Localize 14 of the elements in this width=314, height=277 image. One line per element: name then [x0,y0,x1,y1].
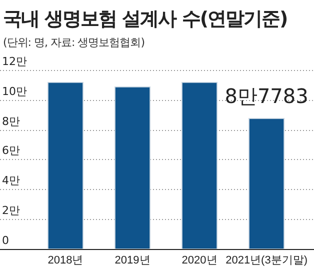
y-tick-label: 10만 [2,84,27,98]
y-tick-label: 0 [2,234,9,247]
y-tick-label: 6만 [2,144,20,157]
x-tick-label: 2021년(3분기말) [226,254,308,266]
y-tick-label: 12만 [2,54,27,68]
y-tick-label: 8만 [2,114,20,128]
chart-subtitle: (단위: 명, 자료: 생명보험협회) [3,35,146,50]
x-tick-label: 2020년 [182,254,218,266]
x-tick-label: 2019년 [114,254,150,266]
x-tick-label: 2018년 [48,254,84,266]
y-tick-label: 4만 [2,174,20,187]
chart-title: 국내 생명보험 설계사 수(연말기준) [3,7,288,32]
annotation: 8만7783 [224,84,308,108]
y-tick-label: 2만 [2,204,20,217]
